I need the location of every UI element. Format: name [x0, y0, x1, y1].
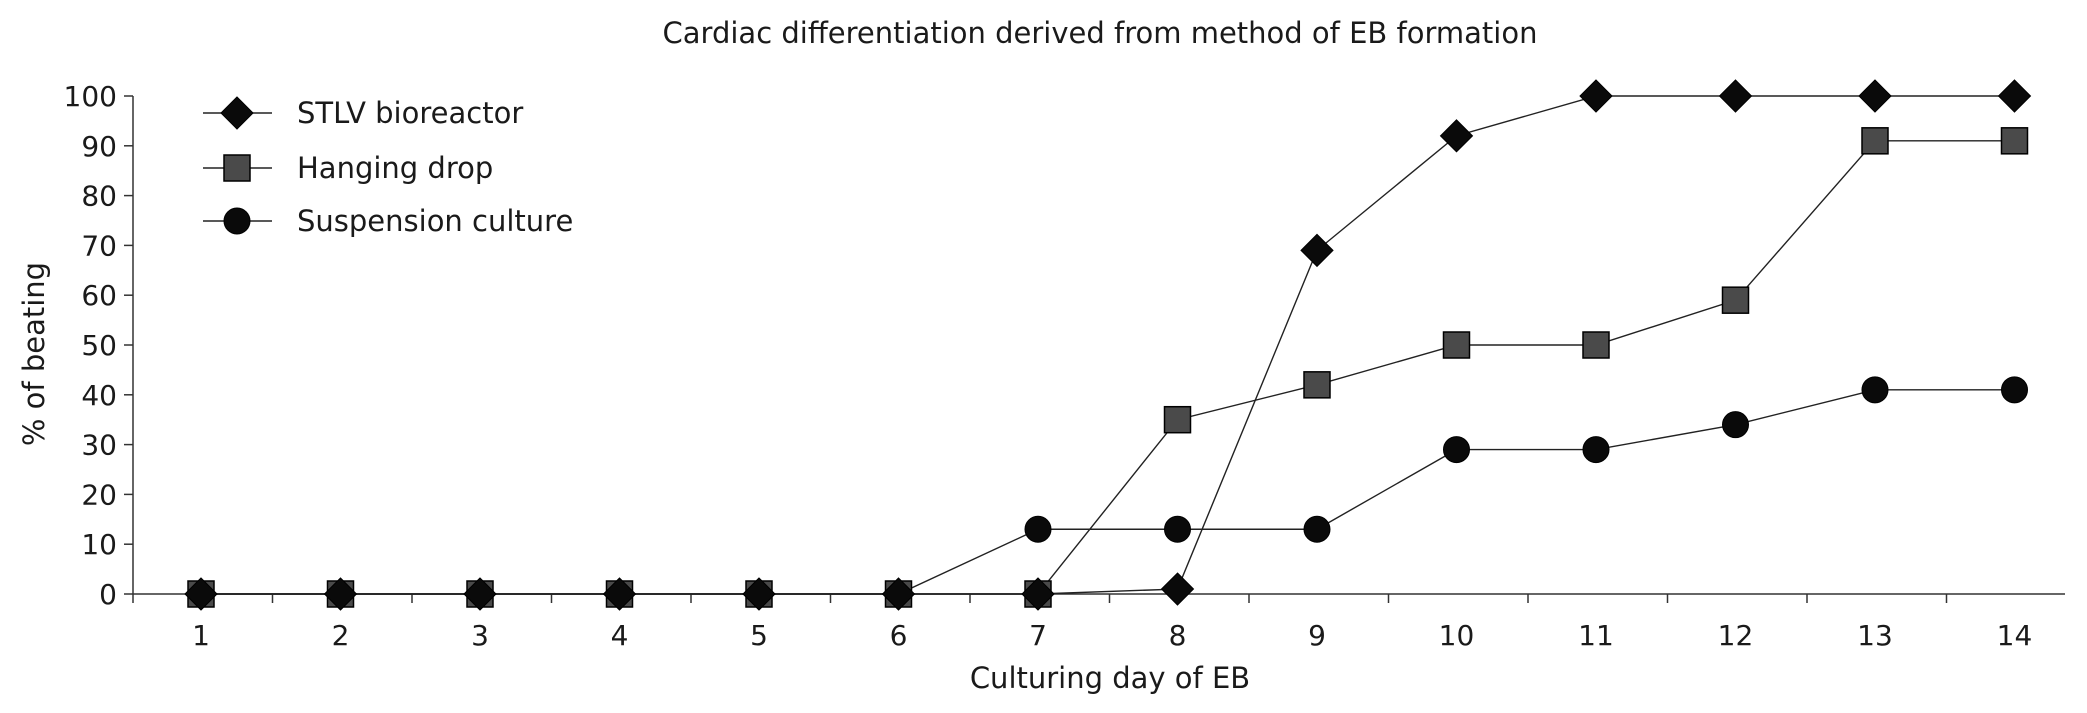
legend-label: Suspension culture — [297, 204, 573, 238]
legend-item-stlv-bioreactor: STLV bioreactor — [203, 96, 523, 130]
chart-title: Cardiac differentiation derived from met… — [663, 16, 1538, 50]
data-point-circle — [1861, 376, 1889, 404]
x-tick-label: 6 — [890, 619, 908, 652]
x-tick-label: 7 — [1029, 619, 1047, 652]
data-point-diamond — [602, 577, 637, 611]
legend-item-hanging-drop: Hanging drop — [203, 151, 493, 185]
y-tick-label: 70 — [81, 229, 117, 262]
data-point-diamond — [184, 577, 218, 611]
data-point-square — [1163, 405, 1192, 434]
data-point-circle — [1722, 411, 1749, 439]
data-point-square — [1442, 331, 1471, 359]
legend: STLV bioreactor Hanging drop Suspension cu… — [203, 96, 573, 238]
x-axis-label: Culturing day of EB — [970, 661, 1250, 695]
legend-label: STLV bioreactor — [297, 96, 523, 130]
y-tick-label: 30 — [81, 429, 117, 462]
x-tick-label: 9 — [1308, 619, 1326, 652]
data-point-circle — [1582, 436, 1610, 464]
series-layer — [184, 79, 2032, 611]
x-tick-label: 11 — [1578, 619, 1614, 652]
x-tick-label: 1 — [192, 619, 210, 652]
y-tick-label: 100 — [64, 80, 117, 113]
series-stlv-bioreactor — [184, 79, 2032, 611]
y-axis-label: % of beating — [17, 262, 51, 446]
legend-marker-square — [223, 154, 251, 182]
data-point-diamond — [1718, 79, 1753, 113]
x-tick-label: 8 — [1169, 619, 1187, 652]
x-tick-label: 5 — [750, 619, 768, 652]
data-point-square — [2000, 127, 2029, 155]
x-tick-label: 3 — [471, 619, 489, 652]
data-point-diamond — [1160, 572, 1195, 606]
series-line — [201, 95, 2015, 595]
x-tick-label: 10 — [1439, 619, 1475, 652]
legend-label: Hanging drop — [297, 151, 493, 185]
data-point-circle — [1443, 436, 1470, 464]
y-tick-label: 10 — [81, 528, 117, 561]
data-point-diamond — [881, 577, 916, 611]
data-point-circle — [1303, 515, 1331, 543]
data-point-diamond — [1021, 577, 1055, 611]
data-point-square — [1721, 286, 1750, 314]
data-point-circle — [2001, 376, 2028, 404]
data-point-diamond — [1439, 119, 1474, 153]
series-suspension-culture — [187, 376, 2028, 608]
y-tick-label: 90 — [81, 130, 117, 163]
data-point-diamond — [1858, 79, 1892, 113]
x-tick-label: 2 — [332, 619, 350, 652]
y-tick-label: 80 — [81, 180, 117, 213]
data-point-diamond — [742, 577, 776, 611]
y-tick-label: 60 — [81, 279, 117, 312]
y-tick-label: 20 — [81, 478, 117, 511]
x-tick-label: 13 — [1857, 619, 1893, 652]
data-point-diamond — [1300, 233, 1334, 268]
y-tick-label: 0 — [99, 578, 117, 611]
series-hanging-drop — [187, 127, 2029, 608]
data-point-circle — [1024, 515, 1052, 543]
y-tick-label: 50 — [81, 329, 117, 362]
x-tick-label: 4 — [611, 619, 629, 652]
data-point-square — [1582, 331, 1610, 359]
data-point-diamond — [1997, 79, 2032, 113]
x-tick-label: 14 — [1997, 619, 2033, 652]
data-point-circle — [1164, 515, 1191, 543]
data-point-square — [1861, 127, 1889, 155]
data-point-diamond — [1579, 79, 1613, 113]
data-point-diamond — [323, 577, 358, 611]
y-tick-label: 40 — [81, 379, 117, 412]
legend-marker-diamond — [220, 96, 254, 130]
data-point-diamond — [463, 577, 497, 611]
x-tick-label: 12 — [1718, 619, 1754, 652]
legend-item-suspension-culture: Suspension culture — [203, 204, 573, 238]
data-point-square — [1303, 371, 1331, 399]
legend-marker-circle — [223, 207, 251, 235]
